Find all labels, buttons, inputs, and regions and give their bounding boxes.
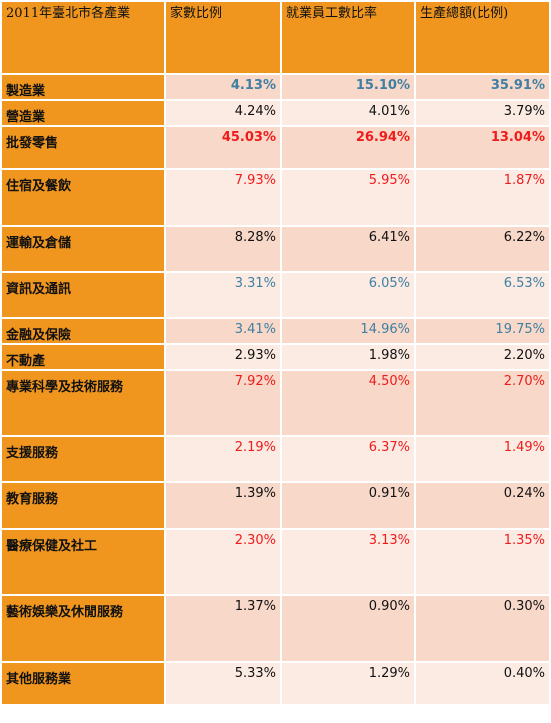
industry-name-cell: 住宿及餐飲 (2, 169, 166, 227)
industry-ratio-table: 2011年臺北市各產業 家數比例 就業員工數比率 生產總額(比例) 製造業 4.1… (2, 2, 549, 706)
employee-ratio-cell: 6.37% (281, 436, 416, 483)
industry-name-cell: 專業科學及技術服務 (2, 370, 166, 437)
output-ratio-cell: 3.79% (415, 100, 549, 127)
table-row: 批發零售 45.03% 26.94% 13.04% (2, 126, 549, 170)
establishment-ratio-cell: 4.13% (165, 74, 282, 101)
industry-name-cell: 金融及保險 (2, 318, 166, 345)
output-ratio-cell: 0.24% (415, 482, 549, 530)
employee-ratio-cell: 14.96% (281, 318, 416, 345)
establishment-ratio-cell: 1.39% (165, 482, 282, 530)
employee-ratio-cell: 0.90% (281, 595, 416, 663)
employee-ratio-cell: 26.94% (281, 126, 416, 170)
industry-name-cell: 支援服務 (2, 436, 166, 483)
employee-ratio-cell: 3.13% (281, 529, 416, 596)
employee-ratio-cell: 5.95% (281, 169, 416, 227)
table-row: 支援服務 2.19% 6.37% 1.49% (2, 436, 549, 483)
output-ratio-cell: 6.53% (415, 272, 549, 319)
establishment-ratio-cell: 3.31% (165, 272, 282, 319)
employee-ratio-cell: 1.98% (281, 344, 416, 371)
output-ratio-cell: 0.30% (415, 595, 549, 663)
output-ratio-cell: 6.22% (415, 226, 549, 273)
table-row: 資訊及通訊 3.31% 6.05% 6.53% (2, 272, 549, 319)
output-ratio-cell: 35.91% (415, 74, 549, 101)
employee-ratio-cell: 4.01% (281, 100, 416, 127)
establishment-ratio-cell: 45.03% (165, 126, 282, 170)
employee-ratio-cell: 6.41% (281, 226, 416, 273)
establishment-ratio-cell: 5.33% (165, 662, 282, 706)
output-ratio-cell: 1.49% (415, 436, 549, 483)
establishment-ratio-cell: 2.30% (165, 529, 282, 596)
industry-name-cell: 資訊及通訊 (2, 272, 166, 319)
header-establishment-ratio: 家數比例 (165, 2, 282, 75)
table-row: 教育服務 1.39% 0.91% 0.24% (2, 482, 549, 530)
establishment-ratio-cell: 7.93% (165, 169, 282, 227)
establishment-ratio-cell: 8.28% (165, 226, 282, 273)
employee-ratio-cell: 15.10% (281, 74, 416, 101)
industry-name-cell: 營造業 (2, 100, 166, 127)
header-employee-ratio: 就業員工數比率 (281, 2, 416, 75)
industry-name-cell: 不動產 (2, 344, 166, 371)
employee-ratio-cell: 0.91% (281, 482, 416, 530)
table-header-row: 2011年臺北市各產業 家數比例 就業員工數比率 生產總額(比例) (2, 2, 549, 75)
establishment-ratio-cell: 1.37% (165, 595, 282, 663)
establishment-ratio-cell: 2.19% (165, 436, 282, 483)
header-output-ratio: 生產總額(比例) (415, 2, 549, 75)
establishment-ratio-cell: 3.41% (165, 318, 282, 345)
employee-ratio-cell: 4.50% (281, 370, 416, 437)
industry-name-cell: 製造業 (2, 74, 166, 101)
employee-ratio-cell: 6.05% (281, 272, 416, 319)
establishment-ratio-cell: 2.93% (165, 344, 282, 371)
table-row: 金融及保險 3.41% 14.96% 19.75% (2, 318, 549, 345)
table-row: 住宿及餐飲 7.93% 5.95% 1.87% (2, 169, 549, 227)
header-industry: 2011年臺北市各產業 (2, 2, 166, 75)
industry-name-cell: 教育服務 (2, 482, 166, 530)
output-ratio-cell: 2.70% (415, 370, 549, 437)
output-ratio-cell: 1.87% (415, 169, 549, 227)
industry-name-cell: 藝術娛樂及休閒服務 (2, 595, 166, 663)
table-row: 藝術娛樂及休閒服務 1.37% 0.90% 0.30% (2, 595, 549, 663)
output-ratio-cell: 13.04% (415, 126, 549, 170)
table-row: 運輸及倉儲 8.28% 6.41% 6.22% (2, 226, 549, 273)
employee-ratio-cell: 1.29% (281, 662, 416, 706)
table-row: 製造業 4.13% 15.10% 35.91% (2, 74, 549, 101)
industry-name-cell: 批發零售 (2, 126, 166, 170)
table-row: 營造業 4.24% 4.01% 3.79% (2, 100, 549, 127)
table-row: 其他服務業 5.33% 1.29% 0.40% (2, 662, 549, 706)
output-ratio-cell: 19.75% (415, 318, 549, 345)
output-ratio-cell: 1.35% (415, 529, 549, 596)
table-row: 不動產 2.93% 1.98% 2.20% (2, 344, 549, 371)
establishment-ratio-cell: 7.92% (165, 370, 282, 437)
industry-name-cell: 運輸及倉儲 (2, 226, 166, 273)
establishment-ratio-cell: 4.24% (165, 100, 282, 127)
industry-name-cell: 醫療保健及社工 (2, 529, 166, 596)
table-row: 專業科學及技術服務 7.92% 4.50% 2.70% (2, 370, 549, 437)
industry-name-cell: 其他服務業 (2, 662, 166, 706)
output-ratio-cell: 2.20% (415, 344, 549, 371)
table-row: 醫療保健及社工 2.30% 3.13% 1.35% (2, 529, 549, 596)
output-ratio-cell: 0.40% (415, 662, 549, 706)
